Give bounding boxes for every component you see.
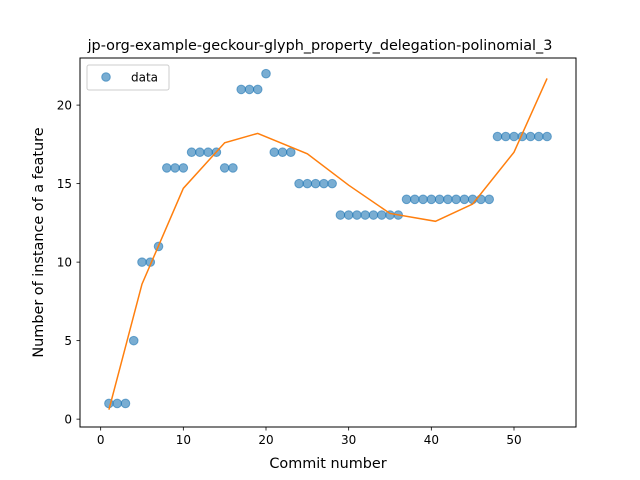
data-point bbox=[484, 194, 495, 205]
y-axis-label: Number of instance of a feature bbox=[31, 127, 47, 357]
legend: data bbox=[86, 64, 170, 91]
legend-marker bbox=[101, 72, 111, 82]
data-point bbox=[128, 335, 139, 346]
data-point bbox=[186, 147, 197, 158]
data-point bbox=[261, 68, 271, 79]
data-point bbox=[376, 210, 387, 220]
data-point bbox=[509, 131, 519, 142]
data-point bbox=[426, 194, 437, 205]
data-point bbox=[360, 210, 371, 220]
y-tick-label: 10 bbox=[57, 256, 72, 270]
data-point bbox=[401, 194, 412, 205]
data-point bbox=[137, 257, 147, 267]
data-point bbox=[286, 147, 296, 158]
data-point bbox=[500, 131, 511, 142]
data-point bbox=[120, 398, 131, 409]
data-point bbox=[244, 84, 255, 95]
data-point bbox=[352, 210, 362, 220]
x-tick-label: 50 bbox=[506, 433, 521, 447]
data-point bbox=[162, 163, 172, 173]
y-tick-label: 0 bbox=[64, 413, 72, 427]
data-point bbox=[170, 163, 180, 173]
data-point bbox=[335, 210, 346, 220]
x-tick-label: 30 bbox=[341, 433, 356, 447]
data-point bbox=[195, 147, 205, 158]
data-point bbox=[542, 131, 552, 142]
data-point bbox=[269, 147, 280, 158]
data-point bbox=[112, 398, 122, 409]
data-point bbox=[443, 194, 453, 205]
data-point bbox=[534, 131, 544, 142]
y-axis: 0 5 10 15 20 bbox=[57, 99, 80, 427]
data-point bbox=[252, 84, 263, 95]
legend-label: data bbox=[131, 71, 158, 85]
data-point bbox=[368, 210, 379, 220]
data-point bbox=[219, 163, 230, 173]
data-point bbox=[327, 178, 337, 189]
legend-frame bbox=[86, 64, 170, 91]
data-point bbox=[277, 147, 288, 158]
data-point bbox=[228, 163, 238, 173]
data-point bbox=[451, 194, 461, 205]
y-tick-label: 20 bbox=[57, 99, 72, 113]
data-point bbox=[203, 147, 213, 158]
x-tick-label: 40 bbox=[424, 433, 439, 447]
x-axis: 0 10 20 30 40 50 bbox=[97, 427, 522, 447]
data-point bbox=[294, 178, 304, 189]
data-point bbox=[410, 194, 420, 205]
plot-area bbox=[104, 68, 552, 410]
x-tick-label: 0 bbox=[97, 433, 105, 447]
y-tick-label: 15 bbox=[57, 177, 72, 191]
x-tick-label: 10 bbox=[176, 433, 191, 447]
data-point bbox=[319, 178, 329, 189]
plot-frame bbox=[79, 57, 577, 428]
chart-title: jp-org-example-geckour-glyph_property_de… bbox=[87, 38, 553, 54]
data-point bbox=[236, 84, 246, 95]
y-tick-label: 5 bbox=[64, 334, 72, 348]
data-point bbox=[310, 178, 321, 189]
data-point bbox=[302, 178, 313, 189]
data-point bbox=[434, 194, 445, 205]
x-tick-label: 20 bbox=[258, 433, 273, 447]
data-point bbox=[178, 163, 189, 173]
data-point bbox=[459, 194, 470, 205]
fit-line bbox=[108, 78, 548, 410]
data-point bbox=[343, 210, 354, 220]
x-axis-label: Commit number bbox=[269, 456, 386, 472]
data-point bbox=[418, 194, 428, 205]
data-point bbox=[525, 131, 536, 142]
data-point bbox=[492, 131, 503, 142]
